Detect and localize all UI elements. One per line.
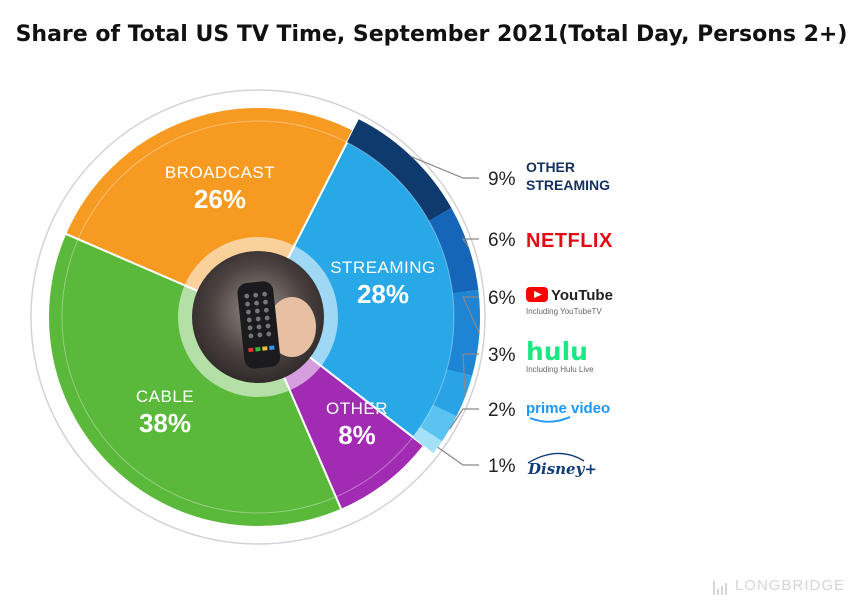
remote-button: [269, 345, 275, 350]
slice-labels: STREAMING 28% OTHER 8% CABLE 38% BROADCAST 26%: [136, 163, 436, 450]
slice-value-other: 8%: [338, 420, 376, 450]
leader-line-prime-video: [449, 408, 479, 430]
remote-key: [255, 316, 261, 322]
remote-key: [254, 300, 259, 306]
slice-label-cable: CABLE: [136, 387, 194, 406]
remote-key: [256, 324, 262, 330]
remote-key: [254, 308, 260, 314]
ring-inner-edge: [61, 120, 455, 514]
legend-value-youtube: 6%: [488, 288, 516, 309]
slice-label-broadcast: BROADCAST: [165, 163, 275, 182]
remote-key: [262, 291, 268, 297]
legend-sublabel-youtube: Including YouTubeTV: [526, 307, 602, 316]
slice-label-other: OTHER: [326, 399, 388, 418]
ring-segment-prime-video: [420, 404, 457, 442]
slice-value-streaming: 28%: [357, 279, 409, 309]
ring-segment-hulu: [433, 369, 473, 417]
remote-key: [265, 323, 271, 329]
remote-key: [257, 332, 263, 338]
youtube-play-triangle: [534, 291, 542, 298]
leader-line-netflix: [461, 238, 479, 248]
disney-arc-icon: [527, 452, 585, 464]
legend-value-other-streaming: 9%: [488, 169, 516, 190]
remote-button: [262, 346, 268, 351]
chart-title: Share of Total US TV Time, September 202…: [15, 22, 848, 47]
watermark-text: LONGBRIDGE: [734, 577, 845, 595]
legend-sublabel-hulu: Including Hulu Live: [526, 365, 594, 374]
remote-key: [263, 299, 268, 305]
legend-label-youtube: YouTube: [551, 287, 613, 304]
watermark: LONGBRIDGE: [712, 577, 845, 595]
streaming-ring: [61, 119, 480, 514]
slice-label-streaming: STREAMING: [330, 258, 436, 277]
streaming-legend: 9% OTHER STREAMING 6% NETFLIX 6% YouTube Includ…: [411, 156, 613, 478]
remote-key: [248, 333, 254, 339]
watermark-logo-icon: [712, 578, 729, 595]
remote-key: [263, 307, 269, 313]
leader-line-other-streaming: [411, 156, 479, 179]
leader-line-hulu: [462, 353, 479, 397]
legend-label-other-streaming: OTHER: [526, 159, 575, 175]
leader-line-disney-plus: [437, 446, 479, 466]
legend-label-prime-video: prime video: [526, 400, 610, 417]
center-photo: [178, 237, 338, 397]
ring-segment-disney-plus: [412, 426, 442, 454]
legend-value-hulu: 3%: [488, 345, 516, 366]
legend-value-netflix: 6%: [488, 230, 516, 251]
legend-label-disney-plus: Disney+: [527, 460, 597, 478]
slice-value-broadcast: 26%: [194, 184, 246, 214]
remote-key: [246, 309, 251, 315]
legend-value-prime-video: 2%: [488, 400, 516, 421]
leader-line-youtube: [462, 296, 480, 334]
remote-key: [244, 293, 250, 299]
remote-key: [246, 317, 252, 323]
remote-key: [253, 292, 259, 298]
remote-key: [264, 315, 270, 321]
chart-outer-border: [30, 89, 486, 545]
prime-smile-icon: [529, 416, 571, 423]
legend-label-other-streaming: STREAMING: [526, 177, 610, 193]
legend-label-hulu: hulu: [526, 337, 588, 366]
hand-shape: [268, 297, 316, 357]
legend-label-netflix: NETFLIX: [526, 230, 613, 252]
remote-key: [247, 325, 253, 331]
ring-segment-netflix: [428, 208, 479, 294]
legend-value-disney-plus: 1%: [488, 456, 516, 477]
slice-value-cable: 38%: [139, 408, 191, 438]
remote-button: [255, 346, 261, 352]
ring-segment-other-streaming: [346, 119, 452, 221]
remote-key: [266, 331, 272, 337]
remote-button: [248, 347, 254, 353]
remote-key: [245, 301, 250, 307]
